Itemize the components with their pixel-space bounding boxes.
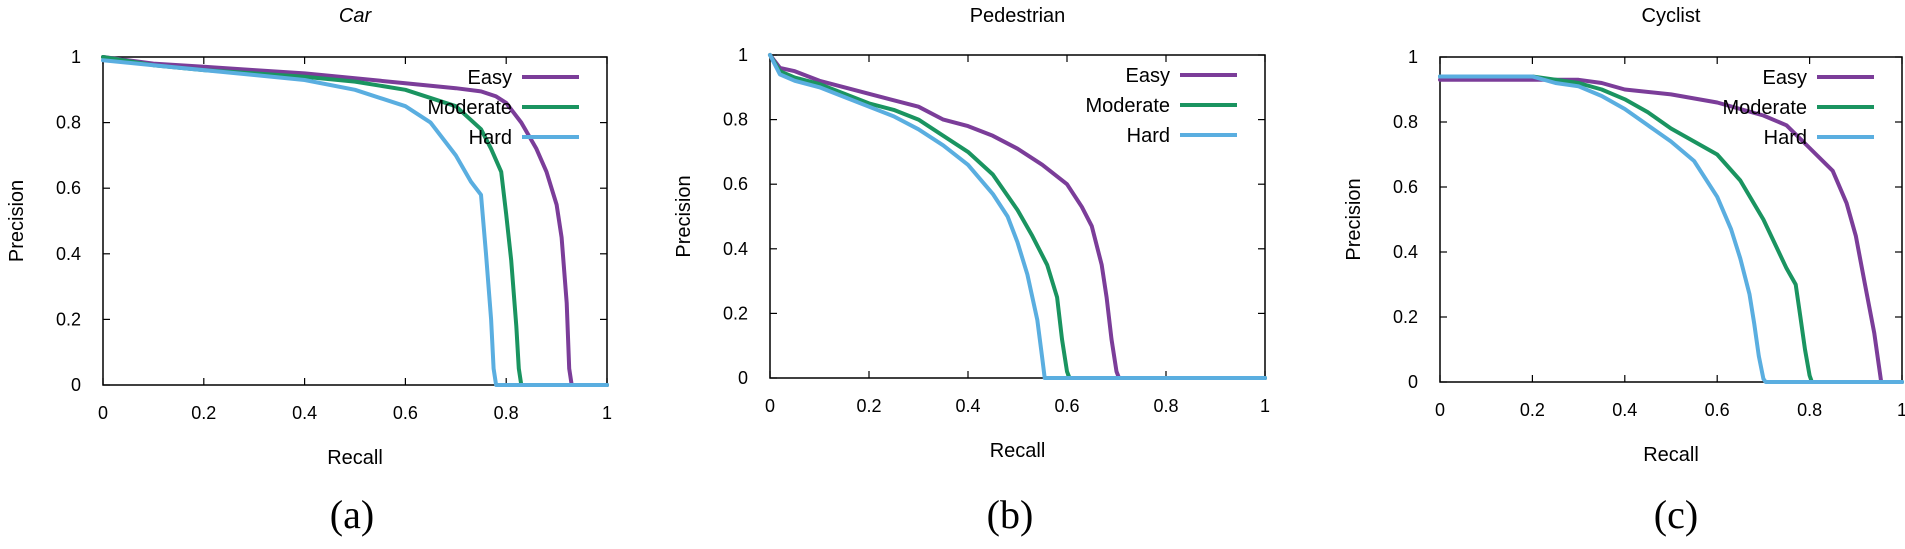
- legend-label-easy: Easy: [1126, 65, 1170, 87]
- plot-frame: [769, 54, 1266, 379]
- chart-car: Car 0 0.2 0.4 0.6 0.8 1 0 0.2 0.4 0.6 0.8 1 Recall Pre…: [6, 5, 612, 469]
- y-tick-label: 0.2: [56, 309, 81, 329]
- y-axis-label: Precision: [673, 175, 695, 257]
- x-tick-label: 0.4: [292, 403, 317, 423]
- y-tick-label: 1: [71, 47, 81, 67]
- x-tick-label: 0.8: [494, 403, 519, 423]
- y-tick-label: 0: [738, 368, 748, 388]
- y-tick-label: 0.2: [1393, 307, 1418, 327]
- x-tick-label: 0.8: [1797, 400, 1822, 420]
- x-tick-label: 1: [1897, 400, 1905, 420]
- y-tick-label: 0: [71, 375, 81, 395]
- plot-frame: [1439, 56, 1903, 383]
- x-tick-label: 0.8: [1153, 396, 1178, 416]
- y-tick-label: 0.8: [56, 113, 81, 133]
- y-tick-label: 1: [738, 45, 748, 65]
- x-tick-label: 0.6: [1705, 400, 1730, 420]
- y-tick-label: 1: [1408, 47, 1418, 67]
- x-tick-label: 0: [765, 396, 775, 416]
- y-tick-label: 0: [1408, 372, 1418, 392]
- legend-label-hard: Hard: [469, 127, 512, 149]
- y-tick-label: 0.6: [723, 174, 748, 194]
- caption-a: (a): [330, 492, 374, 537]
- x-tick-label: 0.2: [1520, 400, 1545, 420]
- caption-b: (b): [987, 492, 1034, 537]
- x-axis-label: Recall: [990, 440, 1046, 462]
- legend-label-hard: Hard: [1764, 127, 1807, 149]
- y-axis-label: Precision: [6, 180, 28, 262]
- x-tick-label: 1: [1260, 396, 1270, 416]
- chart-pedestrian: Pedestrian 0 0.2 0.4 0.6 0.8 1 0 0.2 0.4 0.6 0.8 1 Re…: [673, 5, 1270, 462]
- y-tick-label: 0.6: [56, 178, 81, 198]
- x-tick-label: 0: [1435, 400, 1445, 420]
- series-line-hard: [1438, 74, 1904, 384]
- legend-label-hard: Hard: [1127, 125, 1170, 147]
- x-tick-label: 0.2: [856, 396, 881, 416]
- legend-label-easy: Easy: [1763, 67, 1807, 89]
- plot-frame: [102, 56, 608, 386]
- series-line-hard: [768, 53, 1267, 380]
- y-tick-label: 0.4: [56, 244, 81, 264]
- x-axis-label: Recall: [1643, 444, 1699, 466]
- chart-title: Pedestrian: [970, 5, 1066, 27]
- legend-label-moderate: Moderate: [428, 97, 513, 119]
- series-line-easy: [1438, 77, 1904, 384]
- x-axis-label: Recall: [327, 447, 383, 469]
- y-tick-label: 0.2: [723, 303, 748, 323]
- series-line-moderate: [1438, 74, 1904, 384]
- y-tick-label: 0.8: [723, 110, 748, 130]
- x-tick-label: 0.6: [393, 403, 418, 423]
- chart-title: Cyclist: [1642, 5, 1701, 27]
- legend-label-moderate: Moderate: [1723, 97, 1808, 119]
- x-tick-label: 0.4: [1612, 400, 1637, 420]
- series-line-easy: [101, 55, 609, 387]
- caption-c: (c): [1654, 492, 1698, 537]
- series-line-hard: [101, 58, 609, 387]
- series-line-moderate: [768, 53, 1267, 380]
- x-tick-label: 1: [602, 403, 612, 423]
- y-tick-label: 0.4: [1393, 242, 1418, 262]
- chart-cyclist: Cyclist 0 0.2 0.4 0.6 0.8 1 0 0.2 0.4 0.6 0.8 1 Recal…: [1343, 5, 1905, 466]
- y-axis-label: Precision: [1343, 178, 1365, 260]
- legend-label-moderate: Moderate: [1086, 95, 1171, 117]
- y-tick-label: 0.6: [1393, 177, 1418, 197]
- legend-label-easy: Easy: [468, 67, 512, 89]
- x-tick-label: 0.4: [955, 396, 980, 416]
- series-line-easy: [768, 53, 1267, 380]
- x-tick-label: 0.2: [191, 403, 216, 423]
- x-tick-label: 0: [98, 403, 108, 423]
- y-tick-label: 0.8: [1393, 112, 1418, 132]
- chart-title: Car: [339, 5, 373, 27]
- y-tick-label: 0.4: [723, 239, 748, 259]
- x-tick-label: 0.6: [1054, 396, 1079, 416]
